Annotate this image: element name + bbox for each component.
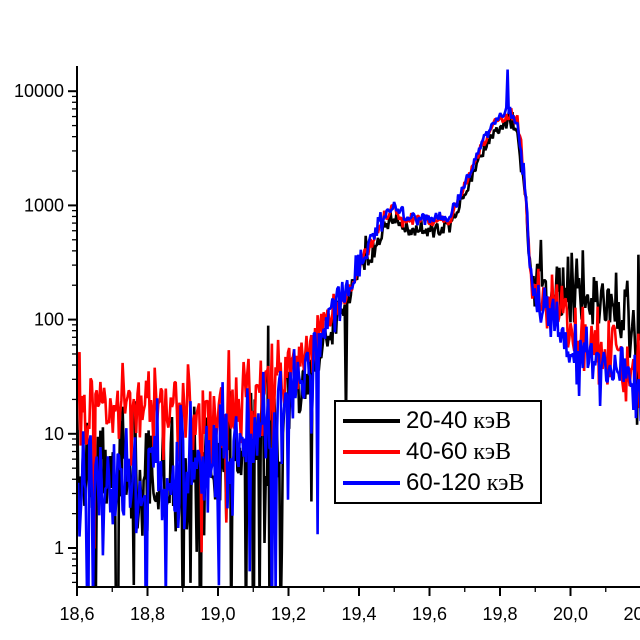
- series-line-0: [77, 111, 640, 587]
- y-tick-label: 1000: [24, 195, 64, 215]
- legend-line-swatch-blue: [343, 481, 400, 485]
- x-tick-label: 19,8: [482, 604, 517, 624]
- legend-entry: 20-40 кэВ: [336, 409, 540, 433]
- legend-unit: кэВ: [473, 439, 512, 465]
- x-tick-label: 20,0: [553, 604, 588, 624]
- x-tick-label: 18,8: [130, 604, 165, 624]
- legend-unit: кэВ: [473, 408, 512, 434]
- x-tick-label: 19,6: [412, 604, 447, 624]
- x-tick-label: 20,2: [623, 604, 640, 624]
- legend-range: 40-60: [406, 438, 468, 465]
- legend-label: 40-60 кэВ: [406, 438, 512, 465]
- legend: 20-40 кэВ 40-60 кэВ 60-120 кэВ: [334, 400, 542, 504]
- legend-unit: кэВ: [486, 470, 525, 496]
- legend-entry: 60-120 кэВ: [336, 471, 540, 495]
- y-tick-label: 100: [34, 310, 64, 330]
- legend-label: 20-40 кэВ: [406, 407, 512, 434]
- legend-range: 60-120: [406, 469, 481, 496]
- y-tick-label: 10: [44, 424, 64, 444]
- y-tick-label: 1: [54, 538, 64, 558]
- series-group: [77, 69, 640, 587]
- legend-range: 20-40: [406, 407, 468, 434]
- x-tick-label: 18,6: [59, 604, 94, 624]
- x-tick-label: 19,2: [271, 604, 306, 624]
- legend-line-swatch-black: [343, 419, 400, 423]
- y-tick-label: 10000: [14, 81, 64, 101]
- legend-line-swatch-red: [343, 450, 400, 454]
- series-line-2: [77, 69, 640, 587]
- legend-label: 60-120 кэВ: [406, 469, 525, 496]
- legend-entry: 40-60 кэВ: [336, 440, 540, 464]
- x-tick-label: 19,4: [341, 604, 376, 624]
- x-tick-label: 19,0: [200, 604, 235, 624]
